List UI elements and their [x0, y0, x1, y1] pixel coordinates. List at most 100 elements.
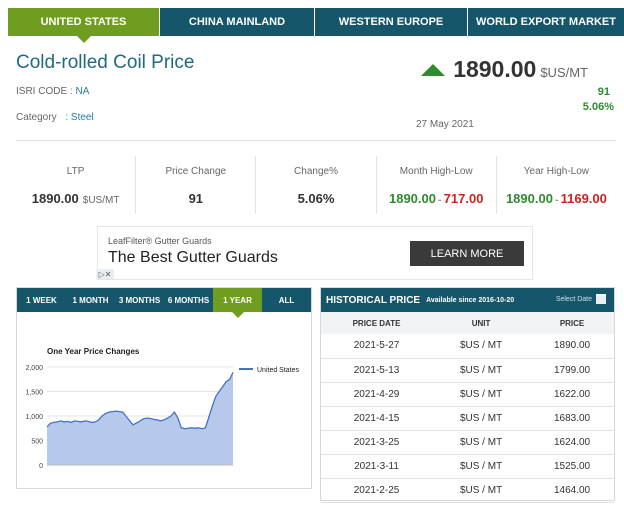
category-value[interactable]: : Steel: [65, 112, 94, 123]
table-row: 2021-4-15 $US / MT 1683.00: [321, 406, 614, 431]
cell-unit: $US / MT: [432, 430, 531, 455]
isri-code: ISRI CODE : NA: [16, 86, 89, 97]
stat-month-high: 1890.00: [388, 191, 436, 206]
historical-price-panel: HISTORICAL PRICE Available since 2016-10…: [320, 287, 615, 503]
series-area: [47, 372, 233, 465]
stat-year-low: 1169.00: [560, 191, 607, 206]
table-row: 2021-4-29 $US / MT 1622.00: [321, 382, 614, 407]
ad-close-icon[interactable]: ▷✕: [96, 269, 114, 279]
stat-month-label: Month High-Low: [399, 166, 473, 177]
cell-price: 1525.00: [530, 454, 614, 479]
cell-unit: $US / MT: [432, 478, 531, 503]
price-unit: $US/MT: [540, 65, 588, 80]
cell-price: 1890.00: [530, 334, 614, 359]
stat-month-separator: -: [437, 194, 442, 206]
stat-ltp-label: LTP: [66, 166, 85, 177]
tab-china-mainland[interactable]: CHINA MAINLAND: [160, 8, 315, 36]
stat-ltp-unit: $US/MT: [82, 195, 120, 206]
cell-unit: $US / MT: [432, 382, 531, 407]
price-value: 1890.00: [453, 56, 537, 82]
current-price: 1890.00 $US/MT: [421, 56, 588, 83]
isri-label: ISRI CODE :: [16, 86, 73, 97]
stat-ltp: LTP 1890.00 $US/MT: [16, 156, 137, 214]
stat-ltp-value: 1890.00: [31, 191, 79, 206]
chart-title: One Year Price Changes: [47, 347, 140, 356]
cell-date: 2021-5-13: [321, 358, 433, 383]
table-row: 2021-3-11 $US / MT 1525.00: [321, 454, 614, 479]
price-chart-panel: 1 WEEK 1 MONTH 3 MONTHS 6 MONTHS 1 YEAR …: [16, 287, 312, 489]
cell-price: 1683.00: [530, 406, 614, 431]
page-title: Cold-rolled Coil Price: [16, 52, 195, 73]
divider: [16, 140, 616, 141]
stat-year-separator: -: [554, 194, 559, 206]
price-chart: 0 500 1,000 1,500 2,000 United States: [25, 365, 300, 470]
col-unit: UNIT: [432, 312, 531, 334]
legend-label: United States: [257, 367, 300, 374]
cell-date: 2021-2-25: [321, 478, 433, 503]
cell-price: 1464.00: [530, 478, 614, 503]
range-tab-3-months[interactable]: 3 MONTHS: [118, 295, 161, 305]
ad-brand: LeafFilter® Gutter Guards: [108, 236, 212, 246]
cell-unit: $US / MT: [432, 406, 531, 431]
historical-title: HISTORICAL PRICE: [326, 294, 421, 306]
stat-change-pct-label: Change%: [294, 166, 338, 177]
cell-date: 2021-4-29: [321, 382, 433, 407]
table-row: 2021-3-25 $US / MT 1624.00: [321, 430, 614, 455]
cell-price: 1622.00: [530, 382, 614, 407]
category: Category : Steel: [16, 112, 94, 123]
cell-price: 1624.00: [530, 430, 614, 455]
range-tab-1-week[interactable]: 1 WEEK: [26, 295, 57, 305]
tab-world-export-market[interactable]: WORLD EXPORT MARKET: [468, 8, 624, 36]
isri-value[interactable]: NA: [75, 86, 90, 97]
table-row: 2021-5-13 $US / MT 1799.00: [321, 358, 614, 383]
y-tick-label: 1,000: [25, 414, 43, 421]
tab-united-states[interactable]: UNITED STATES: [8, 8, 160, 43]
stat-year-high-low: Year High-Low 1890.00-1169.00: [497, 156, 616, 214]
historical-table: PRICE DATE UNIT PRICE 2021-5-27 $US / MT 1…: [321, 312, 614, 503]
range-tab-6-months[interactable]: 6 MONTHS: [167, 295, 210, 305]
range-tab-1-year[interactable]: 1 YEAR: [213, 288, 262, 318]
y-tick-label: 2,000: [25, 365, 43, 372]
stat-year-label: Year High-Low: [523, 166, 590, 177]
calendar-icon: [596, 294, 606, 304]
cell-unit: $US / MT: [432, 334, 531, 359]
select-date-label: Select Date: [555, 295, 592, 303]
region-tabs: UNITED STATES CHINA MAINLAND WESTERN EUR…: [8, 8, 624, 43]
tab-western-europe[interactable]: WESTERN EUROPE: [315, 8, 468, 36]
y-tick-label: 1,500: [25, 390, 43, 397]
stat-month-low: 717.00: [443, 191, 484, 206]
range-tab-1-month[interactable]: 1 MONTH: [72, 295, 109, 305]
cell-unit: $US / MT: [432, 454, 531, 479]
cell-date: 2021-5-27: [321, 334, 433, 359]
price-change-abs: 91: [597, 86, 610, 98]
stats-row: LTP 1890.00 $US/MT Price Change 91 Change…: [16, 156, 616, 214]
up-arrow-icon: [421, 63, 446, 76]
ad-banner[interactable]: LeafFilter® Gutter Guards The Best Gutte…: [97, 226, 533, 280]
category-label: Category: [16, 112, 57, 123]
cell-price: 1799.00: [530, 358, 614, 383]
historical-header: HISTORICAL PRICE Available since 2016-10…: [321, 288, 614, 312]
table-header-row: PRICE DATE UNIT PRICE: [321, 312, 614, 334]
price-date: 27 May 2021: [416, 119, 474, 130]
y-tick-label: 500: [31, 439, 43, 446]
ad-headline: The Best Gutter Guards: [108, 249, 278, 266]
cell-unit: $US / MT: [432, 358, 531, 383]
stat-price-change-label: Price Change: [165, 166, 227, 177]
cell-date: 2021-3-25: [321, 430, 433, 455]
price-change-pct: 5.06%: [582, 101, 614, 113]
cell-date: 2021-4-15: [321, 406, 433, 431]
stat-change-pct-value: 5.06%: [297, 191, 335, 206]
cell-date: 2021-3-11: [321, 454, 433, 479]
table-row: 2021-2-25 $US / MT 1464.00: [321, 478, 614, 503]
range-tab-all[interactable]: ALL: [278, 295, 295, 305]
y-tick-label: 0: [39, 463, 43, 470]
select-date-button[interactable]: Select Date: [556, 294, 606, 304]
historical-since: Available since 2016-10-20: [426, 296, 515, 304]
stat-price-change: Price Change 91: [136, 156, 257, 214]
col-price: PRICE: [530, 312, 614, 334]
learn-more-button[interactable]: LEARN MORE: [410, 241, 524, 266]
stat-year-high: 1890.00: [505, 191, 553, 206]
stat-change-pct: Change% 5.06%: [256, 156, 377, 214]
stat-price-change-value: 91: [188, 191, 204, 206]
table-row: 2021-5-27 $US / MT 1890.00: [321, 334, 614, 359]
